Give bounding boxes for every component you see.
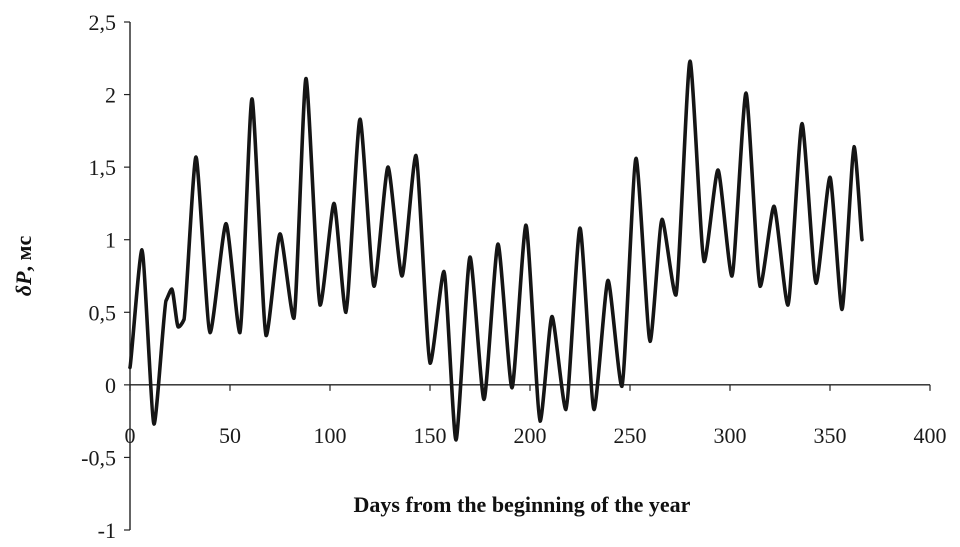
y-tick-label: 0,5 [89,300,117,325]
y-tick-label: -0,5 [81,445,116,470]
y-tick-label: 2 [105,83,116,108]
x-tick-label: 350 [814,423,847,448]
x-tick-label: 300 [714,423,747,448]
series-line [128,59,864,442]
x-tick-label: 100 [314,423,347,448]
y-axis-ticks: 2,5 2 1,5 1 0,5 0 -0,5 -1 [81,10,130,543]
y-tick-label: -1 [98,518,116,543]
x-tick-label: 400 [914,423,947,448]
y-axis-title-symbol: δP [11,271,36,296]
x-tick-label: 250 [614,423,647,448]
x-tick-label: 50 [219,423,241,448]
x-tick-label: 150 [414,423,447,448]
y-tick-label: 1 [105,228,116,253]
y-axis-title: δP, мс [11,236,36,297]
y-axis-title-unit: , мс [11,236,36,272]
x-axis-title: Days from the beginning of the year [354,492,691,517]
y-tick-label: 2,5 [89,10,117,35]
y-tick-label: 1,5 [89,155,117,180]
x-axis-ticks: 050100150200250300350400 [125,384,947,448]
x-tick-label: 200 [514,423,547,448]
y-tick-label: 0 [105,373,116,398]
